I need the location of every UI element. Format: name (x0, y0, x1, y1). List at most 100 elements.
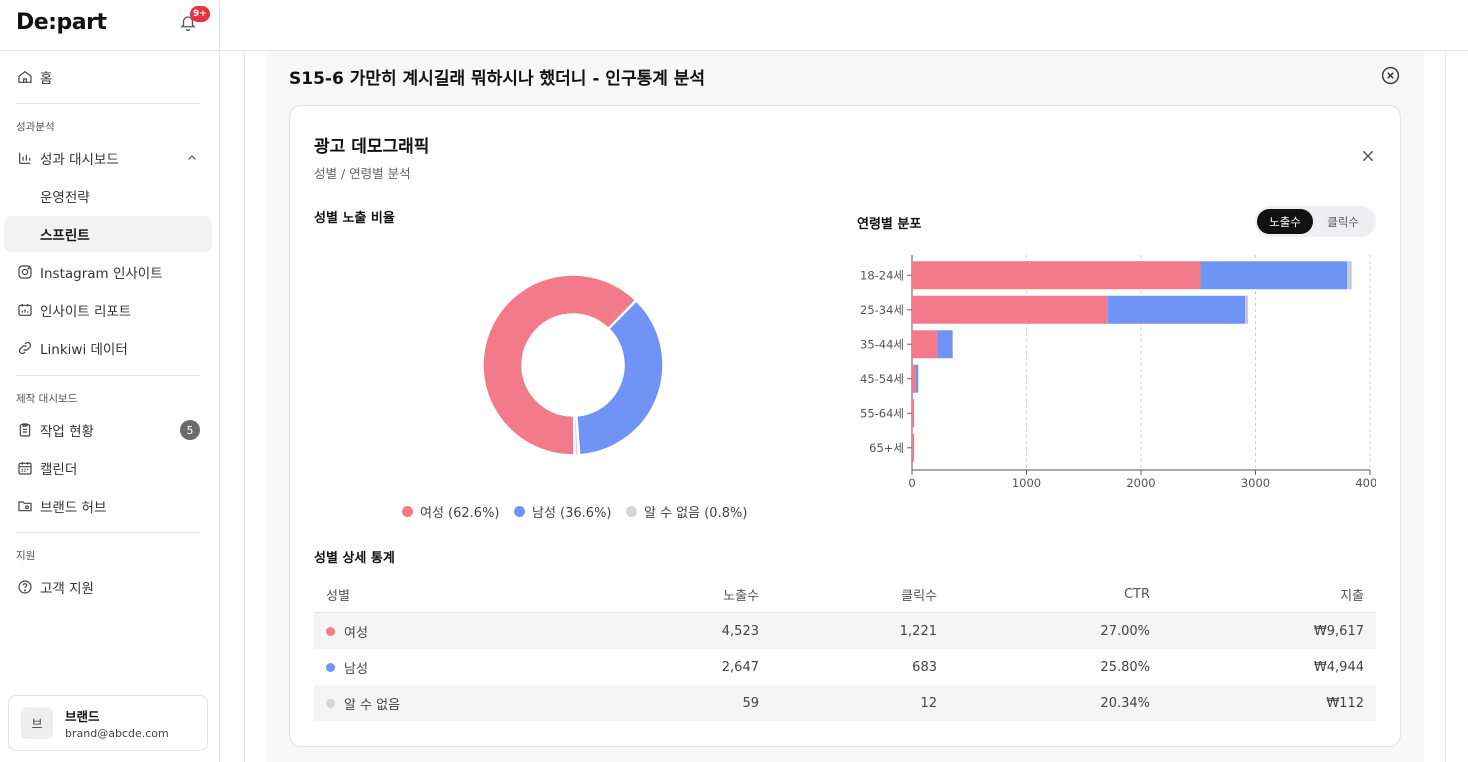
bar-segment[interactable] (912, 261, 1201, 290)
clicks-cell: 12 (920, 695, 937, 711)
modal-title: S15-6 가만히 계시길래 뭐하시나 했더니 - 인구통계 분석 (289, 69, 706, 89)
card-subtitle: 성별 / 연령별 분석 (314, 166, 411, 181)
nav-strategy-label: 운영전략 (40, 190, 90, 206)
age-bar-chart: 0 1000 2000 3000 4000 18-24세 25-34세 35-44세 45-54… (860, 255, 1376, 490)
gender-cell: 알 수 없음 (326, 694, 400, 713)
legend-unknown-label: 알 수 없음 (0.8%) (644, 506, 748, 521)
legend-female-label: 여성 (62.6%) (420, 506, 500, 521)
user-info: 브랜드 brand@abcde.com (65, 706, 169, 740)
y-tick-label: 65+세 (869, 441, 904, 455)
gender-stats-table: 성별 노출수 클릭수 CTR 지출 여성 4,523 1,221 27.00% … (314, 577, 1376, 721)
y-tick-label: 45-54세 (860, 372, 904, 386)
donut-slice-unknown[interactable] (573, 415, 580, 456)
home-icon (16, 68, 34, 86)
app-logo[interactable]: De:part (16, 10, 107, 35)
nav-instagram-label: Instagram 인사이트 (40, 266, 163, 282)
spend-cell: ₩112 (1326, 695, 1364, 711)
bar-segment[interactable] (912, 433, 914, 462)
section-production: 제작 대시보드 (16, 393, 78, 405)
bar-segment[interactable] (912, 399, 914, 428)
sidebar: De:part 9+ 홈 성과분석 성과 대시보드 운영전략 스프린트 Inst… (0, 0, 220, 762)
table-row: 남성 2,647 683 25.80% ₩4,944 (314, 649, 1376, 685)
clicks-cell: 1,221 (899, 623, 937, 639)
spend-cell: ₩9,617 (1313, 623, 1364, 639)
header-impressions: 노출수 (723, 589, 759, 604)
nav-work-status[interactable]: 작업 현황 5 (4, 412, 212, 448)
gender-label: 여성 (344, 625, 368, 641)
bar-segment[interactable] (937, 330, 953, 359)
bar-segment[interactable] (1107, 295, 1246, 324)
nav-dashboard[interactable]: 성과 대시보드 (4, 140, 212, 176)
donut-slice-male[interactable] (576, 300, 664, 456)
nav-brand-hub-label: 브랜드 허브 (40, 500, 107, 516)
ctr-cell: 20.34% (1100, 695, 1150, 711)
table-title: 성별 상세 통계 (314, 551, 395, 566)
nav-sprint[interactable]: 스프린트 (4, 216, 212, 252)
clipboard-icon (16, 421, 34, 439)
legend-unknown: 알 수 없음 (0.8%) (626, 502, 747, 521)
nav-brand-hub[interactable]: 브랜드 허브 (4, 488, 212, 524)
instagram-icon (16, 263, 34, 281)
legend-male-label: 남성 (36.6%) (532, 506, 612, 521)
notification-badge: 9+ (190, 6, 210, 22)
nav-customer-support-label: 고객 지원 (40, 581, 94, 597)
table-row: 알 수 없음 59 12 20.34% ₩112 (314, 685, 1376, 721)
bar-segment[interactable] (913, 399, 915, 428)
nav-linkiwi-label: Linkiwi 데이터 (40, 342, 128, 358)
section-performance: 성과분석 (16, 121, 55, 133)
work-count-badge: 5 (180, 420, 200, 440)
gender-label: 알 수 없음 (344, 697, 401, 713)
header-divider (0, 50, 1468, 51)
gender-label: 남성 (344, 661, 368, 677)
user-email: brand@abcde.com (65, 727, 169, 740)
donut-slice-female[interactable] (482, 274, 637, 456)
bar-segment[interactable] (1245, 295, 1249, 324)
header-spend: 지출 (1340, 589, 1364, 604)
bar-segment[interactable] (912, 330, 938, 359)
bar-segment[interactable] (913, 433, 915, 462)
nav-calendar-label: 캘린더 (40, 462, 78, 478)
header-clicks: 클릭수 (901, 589, 937, 604)
nav-sprint-label: 스프린트 (40, 228, 90, 244)
link-icon (16, 339, 34, 357)
female-dot (326, 626, 335, 636)
legend-male-swatch (514, 506, 525, 517)
calendar-icon (16, 459, 34, 477)
legend-unknown-swatch (626, 506, 637, 517)
nav-calendar[interactable]: 캘린더 (4, 450, 212, 486)
legend-male: 남성 (36.6%) (514, 502, 612, 521)
nav-linkiwi[interactable]: Linkiwi 데이터 (4, 330, 212, 366)
divider (16, 375, 200, 376)
bar-segment[interactable] (912, 364, 917, 393)
toggle-impressions[interactable]: 노출수 (1257, 209, 1313, 234)
card-title: 광고 데모그래픽 (314, 137, 430, 157)
folder-icon (16, 497, 34, 515)
header-ctr: CTR (1123, 587, 1150, 602)
calendar-chart-icon (16, 301, 34, 319)
table-header-row: 성별 노출수 클릭수 CTR 지출 (314, 577, 1376, 613)
bar-segment[interactable] (912, 295, 1108, 324)
clicks-cell: 683 (912, 659, 937, 675)
gender-cell: 여성 (326, 622, 368, 641)
gender-cell: 남성 (326, 658, 368, 677)
close-circle-icon[interactable] (1381, 66, 1400, 85)
bar-segment[interactable] (1200, 261, 1348, 290)
y-tick-label: 18-24세 (860, 268, 904, 282)
nav-home[interactable]: 홈 (4, 59, 212, 95)
bar-segment[interactable] (916, 364, 919, 393)
nav-customer-support[interactable]: 고객 지원 (4, 569, 212, 605)
male-dot (326, 662, 335, 672)
impressions-cell: 59 (742, 695, 759, 711)
toggle-clicks[interactable]: 클릭수 (1327, 214, 1359, 229)
impressions-cell: 2,647 (721, 659, 759, 675)
user-name: 브랜드 (65, 709, 100, 724)
nav-insight-report[interactable]: 인사이트 리포트 (4, 292, 212, 328)
chevron-up-icon[interactable] (186, 152, 198, 164)
user-profile-card[interactable]: 브 브랜드 brand@abcde.com (8, 695, 208, 751)
y-tick-label: 35-44세 (860, 337, 904, 351)
close-icon[interactable] (1360, 148, 1376, 164)
bar-segment[interactable] (1347, 261, 1352, 290)
nav-strategy[interactable]: 운영전략 (4, 178, 212, 214)
help-circle-icon (16, 578, 34, 596)
nav-instagram[interactable]: Instagram 인사이트 (4, 254, 212, 290)
